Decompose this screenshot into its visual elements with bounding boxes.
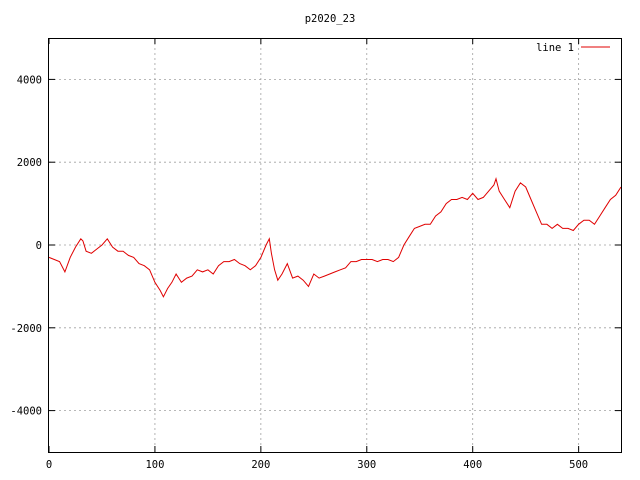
y-tick-label: 0 <box>36 240 42 252</box>
plot-frame <box>48 38 622 453</box>
legend-label: line 1 <box>536 42 574 54</box>
x-tick-label: 200 <box>251 459 270 471</box>
x-tick-label: 100 <box>145 459 164 471</box>
x-tick-label: 0 <box>46 459 52 471</box>
x-tick-label: 500 <box>569 459 588 471</box>
axes: 0 100 200 300 400 500 -4000 -2000 0 2000 4000 <box>10 38 621 471</box>
x-tick-label: 400 <box>463 459 482 471</box>
x-tick-label: 300 <box>357 459 376 471</box>
y-tick-label: -4000 <box>10 406 42 418</box>
y-tick-label: 4000 <box>17 74 42 86</box>
legend: line 1 <box>536 42 610 54</box>
grid-lines <box>49 38 621 452</box>
y-tick-label: 2000 <box>17 157 42 169</box>
chart-title: p2020_23 <box>305 13 356 25</box>
series-line-1 <box>48 177 622 298</box>
y-tick-label: -2000 <box>10 323 42 335</box>
series-layer <box>48 177 622 298</box>
